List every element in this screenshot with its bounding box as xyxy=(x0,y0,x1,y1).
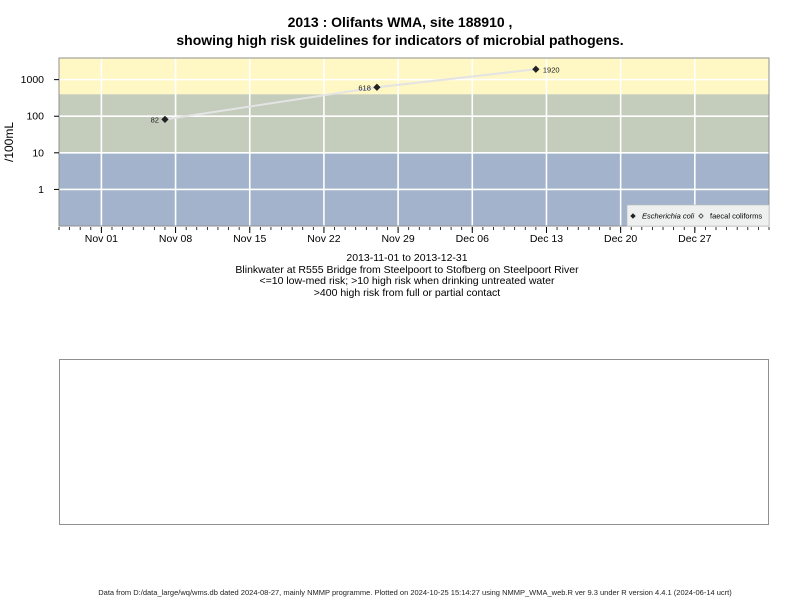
x-tick-label: Dec 13 xyxy=(530,233,563,245)
data-point-marker xyxy=(532,65,540,73)
risk-band-1 xyxy=(59,94,769,153)
x-tick-label: Nov 08 xyxy=(159,233,192,245)
risk-band-2 xyxy=(59,58,769,95)
data-point-label: 82 xyxy=(151,115,159,124)
x-tick-label: Dec 06 xyxy=(456,233,489,245)
data-point-label: 618 xyxy=(358,83,371,92)
x-tick-label: Nov 15 xyxy=(233,233,266,245)
y-tick-label: 100 xyxy=(26,111,44,123)
legend-marker xyxy=(698,213,704,219)
legend-label: faecal coliforms xyxy=(710,212,762,221)
plot-border xyxy=(58,57,770,227)
x-tick-label: Nov 29 xyxy=(381,233,414,245)
caption-site: Blinkwater at R555 Bridge from Steelpoor… xyxy=(235,263,579,276)
x-tick-label: Nov 01 xyxy=(85,233,118,245)
caption-date-range: 2013-11-01 to 2013-12-31 xyxy=(346,252,468,264)
y-axis-label: /100mL xyxy=(2,122,16,162)
legend-marker xyxy=(630,213,636,219)
caption-guideline-low: <=10 low-med risk; >10 high risk when dr… xyxy=(259,275,555,287)
chart-title-line1: 2013 : Olifants WMA, site 188910 , xyxy=(287,14,513,30)
data-point-marker xyxy=(161,115,169,123)
y-tick-label: 1 xyxy=(38,184,44,196)
x-tick-label: Dec 27 xyxy=(678,233,711,245)
legend: Escherichia coli faecal coliforms xyxy=(626,204,770,227)
legend-box xyxy=(626,204,770,227)
data-point-label: 1920 xyxy=(543,65,560,74)
x-tick-label: Dec 20 xyxy=(604,233,637,245)
caption-guideline-high: >400 high risk from full or partial cont… xyxy=(313,286,501,299)
empty-plot-panel xyxy=(59,359,769,525)
chart-title-line2: showing high risk guidelines for indicat… xyxy=(176,32,624,48)
data-point-marker xyxy=(373,83,381,91)
footer-note: Data from D:/data_large/wq/wms.db dated … xyxy=(98,588,732,597)
y-tick-label: 1000 xyxy=(21,74,45,86)
x-tick-label: Nov 22 xyxy=(307,233,340,245)
y-tick-label: 10 xyxy=(32,147,44,159)
legend-label: Escherichia coli xyxy=(642,212,694,221)
